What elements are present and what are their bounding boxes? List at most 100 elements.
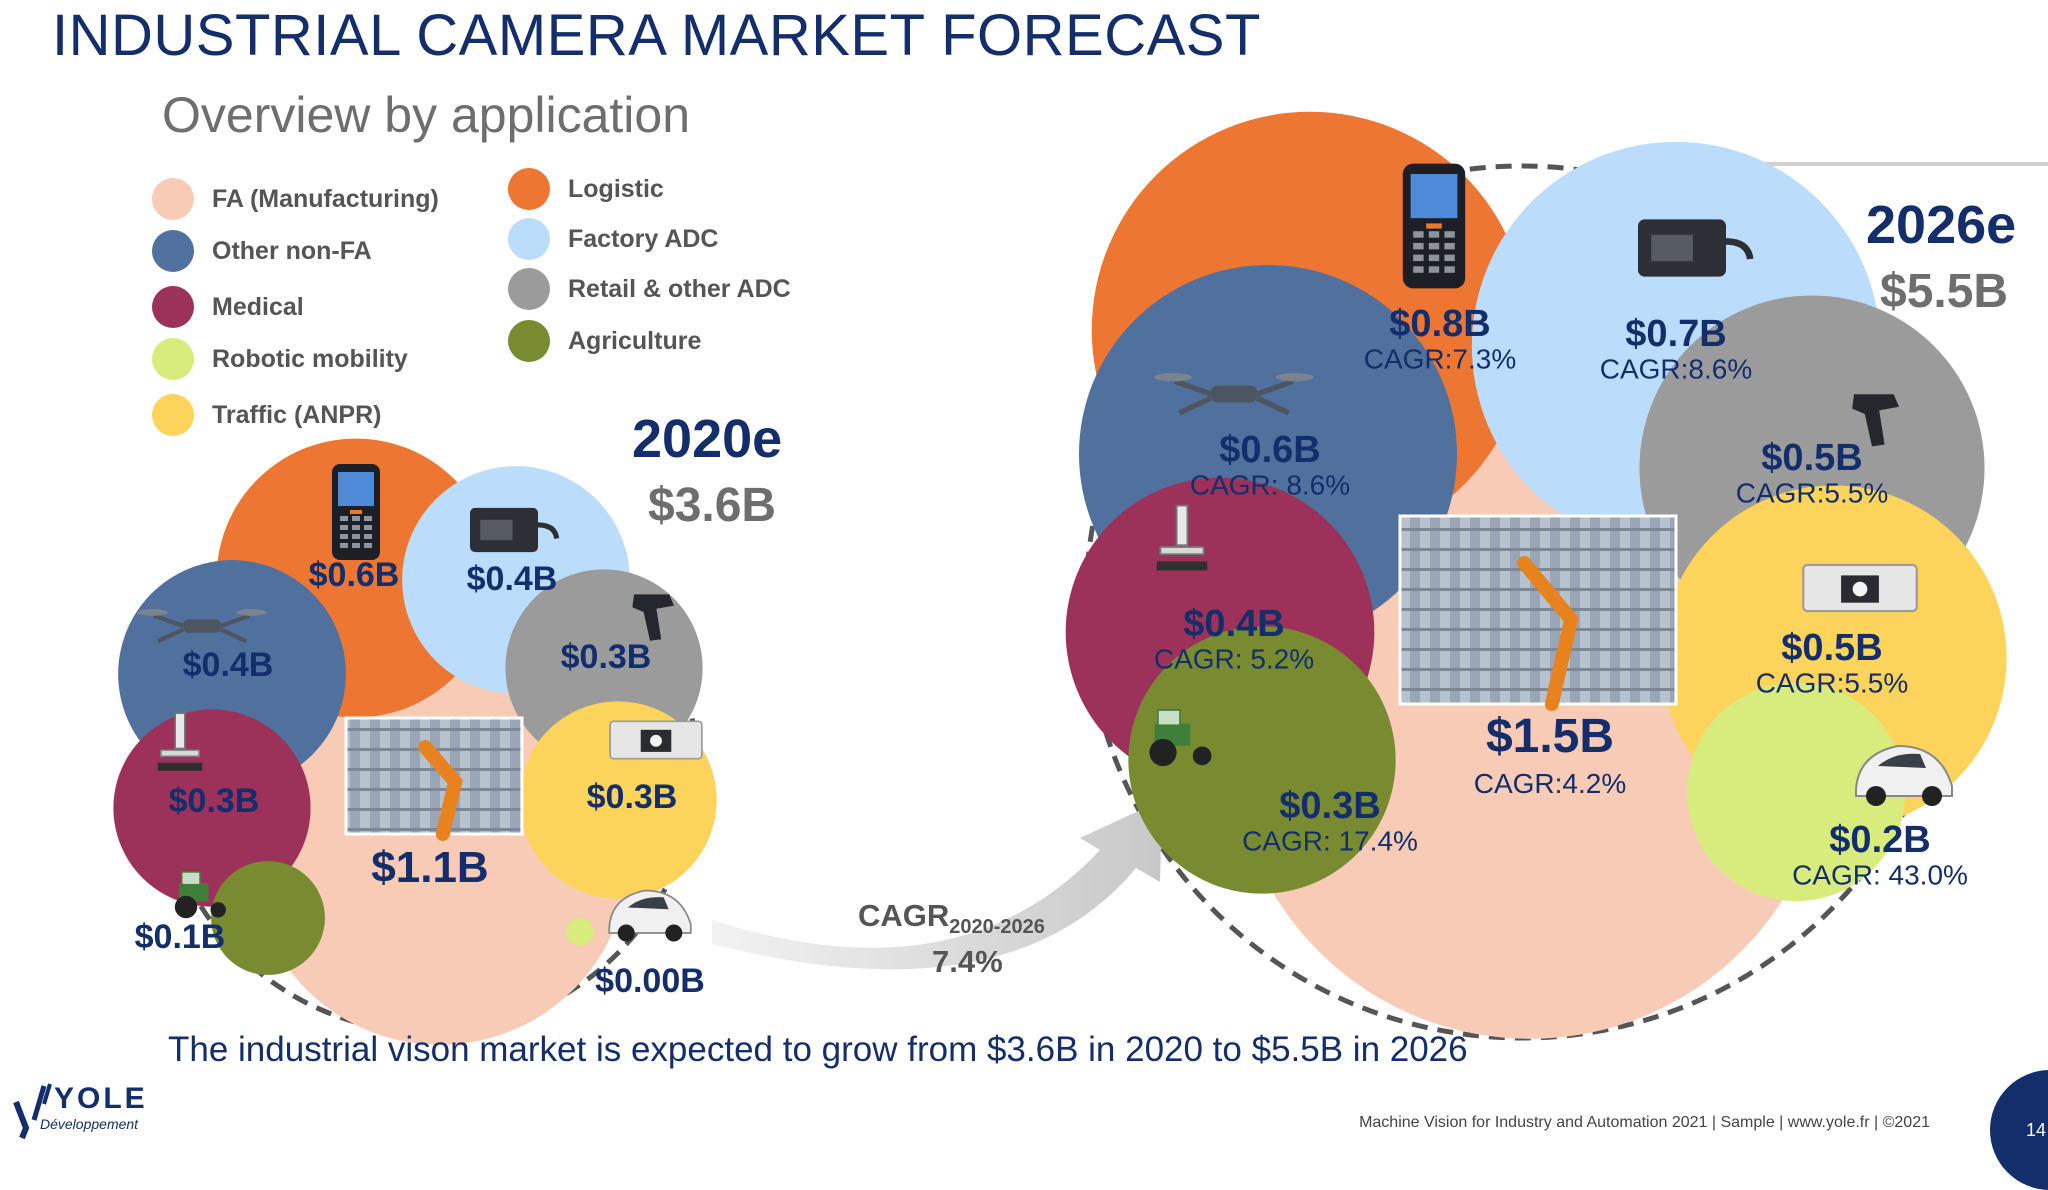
cagr-label: CAGR: 17.4%: [1242, 825, 1418, 856]
divider: [1660, 162, 2048, 166]
cagr-label: CAGR:5.5%: [1756, 667, 1909, 698]
legend-label: Robotic mobility: [212, 344, 408, 373]
value-label: $0.4B: [1183, 603, 1284, 645]
cagr-value: 7.4%: [932, 944, 1003, 979]
cagr-label: CAGR: 5.2%: [1154, 643, 1314, 674]
factory-robot-photo: [344, 716, 524, 836]
phone-icon: [332, 464, 380, 560]
page-number: 14: [2026, 1120, 2047, 1140]
value-label: $0.3B: [1279, 785, 1380, 827]
cagr-label: CAGR:5.5%: [1736, 477, 1889, 508]
value-label: $1.1B: [371, 843, 488, 892]
value-label: $0.4B: [183, 646, 274, 684]
microscope-icon: [157, 712, 203, 771]
microscope-icon: [1156, 504, 1208, 571]
legend-swatch: [152, 178, 194, 220]
legend-swatch: [152, 394, 194, 436]
value-label: $0.8B: [1389, 303, 1490, 345]
legend-item-other-non-fa: Other non-FA: [152, 230, 372, 272]
camera-icon: [1802, 563, 1918, 613]
legend-item-robotic-mobility: Robotic mobility: [152, 338, 408, 380]
value-label: $0.7B: [1625, 313, 1726, 355]
value-label: $0.3B: [169, 782, 260, 820]
drone-icon: [1154, 373, 1314, 416]
legend-label: Agriculture: [568, 326, 702, 355]
value-label: $1.5B: [1486, 710, 1614, 763]
bubble-robotic-mobility: [1686, 682, 1906, 902]
yole-logo-mark: [13, 1083, 52, 1140]
year-2020-label: 2020e: [632, 409, 783, 469]
robot-arm: [418, 740, 463, 841]
cagr-label: CAGR:7.3%: [1364, 343, 1517, 374]
bubble-chart: $1.1B $0.6B $0.4B $0.4B $0.3B $0.3B $0.3B $0.1B…: [113, 111, 2007, 1045]
gun-icon: [632, 594, 674, 641]
value-label: $0.4B: [467, 560, 558, 598]
cagr-arrow-label: CAGR2020-2026: [858, 898, 1045, 939]
drone-icon: [137, 609, 267, 644]
cagr-label: CAGR:8.6%: [1600, 353, 1753, 384]
bubble-agriculture: [1128, 626, 1396, 894]
legend-item-agriculture: Agriculture: [508, 320, 701, 362]
logo-subtext: Développement: [40, 1116, 139, 1132]
logo-text: YOLE: [54, 1082, 148, 1115]
bubble-robotic-mobility: [566, 918, 594, 946]
legend-swatch: [152, 230, 194, 272]
page-subtitle: Overview by application: [162, 87, 691, 143]
yole-logo: YOLE Développement: [10, 1080, 170, 1145]
cagr-period: 2020-2026: [949, 916, 1045, 939]
value-label: $0.5B: [1761, 437, 1862, 479]
gun-icon: [1852, 394, 1899, 447]
growth-arrow: [712, 800, 1162, 970]
value-label: $0.1B: [135, 918, 226, 956]
legend-label: Factory ADC: [568, 224, 719, 253]
tractor-icon: [174, 871, 226, 919]
year-2026-label: 2026e: [1866, 195, 2017, 255]
value-label: $0.6B: [1219, 429, 1320, 471]
cagr-label: CAGR: 8.6%: [1190, 469, 1350, 500]
value-label: $0.5B: [1781, 627, 1882, 669]
value-label: $0.2B: [1829, 819, 1930, 861]
tractor-icon: [1149, 709, 1212, 767]
value-label: $0.3B: [561, 638, 652, 676]
value-label: $0.3B: [587, 778, 678, 816]
legend-label: Retail & other ADC: [568, 274, 791, 303]
legend-label: Other non-FA: [212, 236, 372, 265]
footnote: The industrial vison market is expected …: [168, 1030, 1468, 1069]
cagr-label: CAGR: 43.0%: [1792, 859, 1968, 890]
bubble-medical: [113, 709, 311, 907]
value-label: $0.00B: [595, 962, 705, 1000]
legend-item-traffic: Traffic (ANPR): [152, 394, 381, 436]
legend-swatch: [508, 218, 550, 260]
cagr-label: CAGR:4.2%: [1474, 768, 1627, 799]
robot-arm: [1517, 556, 1579, 711]
total-2026-label: $5.5B: [1880, 265, 2009, 318]
legend-swatch: [152, 286, 194, 328]
legend-item-retail-adc: Retail & other ADC: [508, 268, 791, 310]
legend-label: Logistic: [568, 174, 664, 203]
legend-item-logistic: Logistic: [508, 168, 664, 210]
camera-icon: [609, 720, 703, 760]
value-label: $0.6B: [309, 556, 400, 594]
total-2020-label: $3.6B: [648, 479, 777, 532]
page-title: INDUSTRIAL CAMERA MARKET FORECAST: [52, 3, 1261, 68]
legend-item-fa: FA (Manufacturing): [152, 178, 439, 220]
bubble-agriculture: [211, 861, 325, 975]
car-icon: [1855, 744, 1953, 806]
factory-robot-photo: [1398, 514, 1678, 706]
legend-swatch: [508, 320, 550, 362]
legend-swatch: [508, 168, 550, 210]
legend-label: FA (Manufacturing): [212, 184, 439, 213]
footer-text: Machine Vision for Industry and Automati…: [1359, 1114, 1930, 1131]
scanner-icon: [1638, 219, 1754, 277]
cagr-label: CAGR: [858, 898, 950, 933]
legend-label: Medical: [212, 292, 304, 321]
legend-swatch: [152, 338, 194, 380]
phone-icon: [1402, 163, 1466, 289]
car-icon: [608, 889, 692, 942]
legend: FA (Manufacturing) Other non-FA Medical …: [152, 168, 912, 444]
legend-item-factory-adc: Factory ADC: [508, 218, 719, 260]
legend-swatch: [508, 268, 550, 310]
legend-item-medical: Medical: [152, 286, 304, 328]
legend-label: Traffic (ANPR): [212, 400, 382, 429]
scanner-icon: [470, 507, 560, 553]
